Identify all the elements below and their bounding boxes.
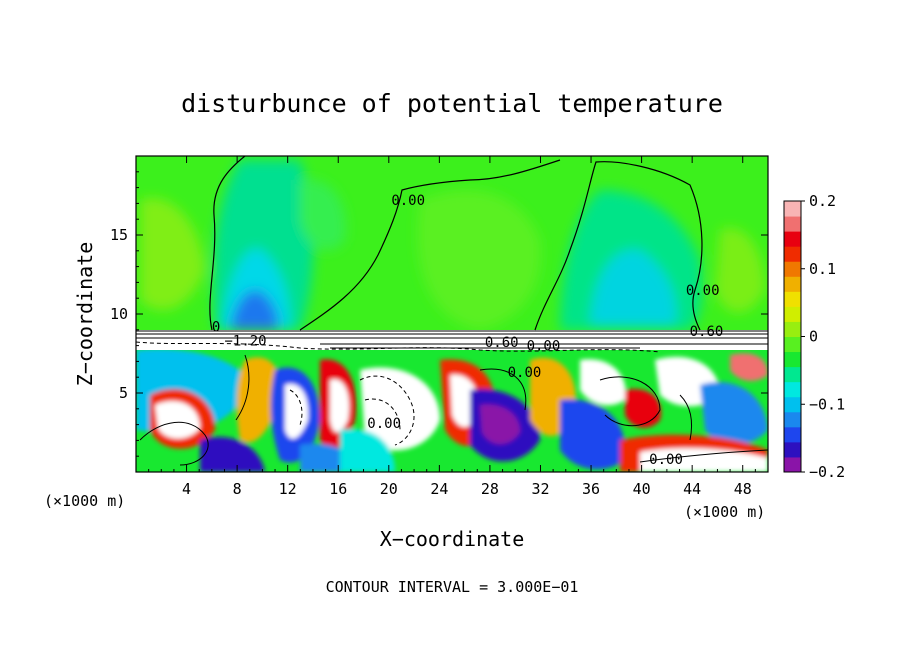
contour-labels: 0.00 0.00 0.60 0.60 0.00 0.00 0.00 0.00 0−1.20 <box>212 193 724 468</box>
field-patch <box>285 384 309 439</box>
chart-title: disturbunce of potential temperature <box>181 89 723 118</box>
field-patch <box>300 179 346 251</box>
contour-interval-footer: CONTOUR INTERVAL = 3.000E−01 <box>326 578 579 596</box>
field-patch <box>200 436 265 472</box>
upper-field <box>140 160 765 330</box>
field-patch <box>625 389 661 428</box>
colorbar-swatch <box>784 411 801 428</box>
contour-line <box>679 394 693 441</box>
field-patch <box>140 198 205 310</box>
colorbar-swatch <box>784 306 801 322</box>
colorbar-tick-label: −0.1 <box>809 395 845 413</box>
tropopause-contours <box>136 330 768 353</box>
colorbar-swatch <box>784 321 801 337</box>
field-patch <box>236 357 281 443</box>
colorbar-tick-label: −0.2 <box>809 463 845 481</box>
field-patch <box>417 190 541 330</box>
x-tick-label: 24 <box>430 480 448 498</box>
colorbar-swatch <box>784 381 801 398</box>
field-patch <box>360 367 440 451</box>
contour-label: 0.00 <box>367 416 401 432</box>
contour-line <box>639 449 768 463</box>
x-tick-label: 28 <box>481 480 499 498</box>
x-axis: 4 8 12 16 20 24 28 32 36 40 44 48 <box>148 156 756 498</box>
contour-line <box>479 368 527 411</box>
field-patch <box>480 404 520 444</box>
colorbar-tick-label: 0 <box>809 328 818 346</box>
x-tick-label: 36 <box>582 480 600 498</box>
plot-area <box>136 156 768 472</box>
lower-contours <box>139 354 768 466</box>
contour-label: 0.00 <box>686 283 720 299</box>
x-tick-label: 20 <box>380 480 398 498</box>
colorbar-swatch <box>784 396 801 413</box>
field-patch <box>730 353 768 382</box>
field-patch <box>330 379 350 433</box>
y-tick-label: 10 <box>110 305 128 323</box>
contour-line <box>139 421 209 466</box>
contour-label: 0 <box>212 319 220 335</box>
colorbar: 0.2 0.1 0 −0.1 −0.2 <box>783 192 845 481</box>
x-tick-label: 12 <box>279 480 297 498</box>
field-patch <box>580 359 626 406</box>
x-tick-label: 8 <box>233 480 242 498</box>
contour-line <box>289 389 303 426</box>
contour-line <box>136 341 661 353</box>
contour-line <box>359 375 415 446</box>
x-tick-label: 48 <box>734 480 752 498</box>
field-patch <box>700 382 768 445</box>
colorbar-swatch <box>784 441 801 458</box>
colorbar-swatch <box>784 261 801 277</box>
y-tick-label: 5 <box>119 384 128 402</box>
contour-label: 0.00 <box>508 365 542 381</box>
field-patch <box>230 290 279 330</box>
colorbar-swatch <box>784 216 801 232</box>
y-axis-unit: (×1000 m) <box>44 492 125 510</box>
zero-contours <box>209 156 703 331</box>
y-axis-label: Z−coordinate <box>73 242 97 387</box>
x-tick-label: 40 <box>633 480 651 498</box>
x-tick-label: 32 <box>531 480 549 498</box>
x-tick-label: 16 <box>329 480 347 498</box>
x-tick-label: 44 <box>683 480 701 498</box>
colorbar-swatch <box>784 246 801 262</box>
tropopause-band <box>136 330 768 350</box>
lower-field <box>136 348 768 472</box>
contour-line <box>534 161 703 331</box>
field-patch <box>560 399 626 470</box>
contour-line <box>599 376 661 427</box>
y-axis: 5 10 15 <box>110 171 768 457</box>
field-patch <box>340 429 395 472</box>
colorbar-swatch <box>784 426 801 443</box>
x-axis-unit: (×1000 m) <box>684 503 765 521</box>
colorbar-swatch <box>784 231 801 247</box>
contour-label: 0.00 <box>391 193 425 209</box>
x-tick-label: 4 <box>182 480 191 498</box>
field-patch <box>590 249 677 325</box>
colorbar-swatch <box>784 201 801 217</box>
contour-label: 0.60 <box>485 335 519 351</box>
colorbar-swatch <box>784 336 801 353</box>
field-patch <box>640 448 768 472</box>
x-axis-label: X−coordinate <box>380 527 525 551</box>
contour-line <box>209 156 246 331</box>
colorbar-swatch <box>784 366 801 383</box>
y-tick-label: 15 <box>110 226 128 244</box>
contour-label: 0.00 <box>649 452 683 468</box>
contour-line <box>235 354 250 421</box>
colorbar-swatch <box>784 351 801 368</box>
contour-label: 0.00 <box>527 338 561 354</box>
colorbar-swatch <box>784 456 801 473</box>
colorbar-tick-label: 0.2 <box>809 192 836 210</box>
colorbar-swatch <box>784 291 801 307</box>
field-patch <box>155 401 200 439</box>
colorbar-tick-label: 0.1 <box>809 260 836 278</box>
contour-label: −1.20 <box>224 334 266 350</box>
colorbar-swatch <box>784 276 801 292</box>
contour-line <box>299 159 561 331</box>
contour-label: 0.60 <box>690 324 724 340</box>
field-patch <box>715 228 765 313</box>
